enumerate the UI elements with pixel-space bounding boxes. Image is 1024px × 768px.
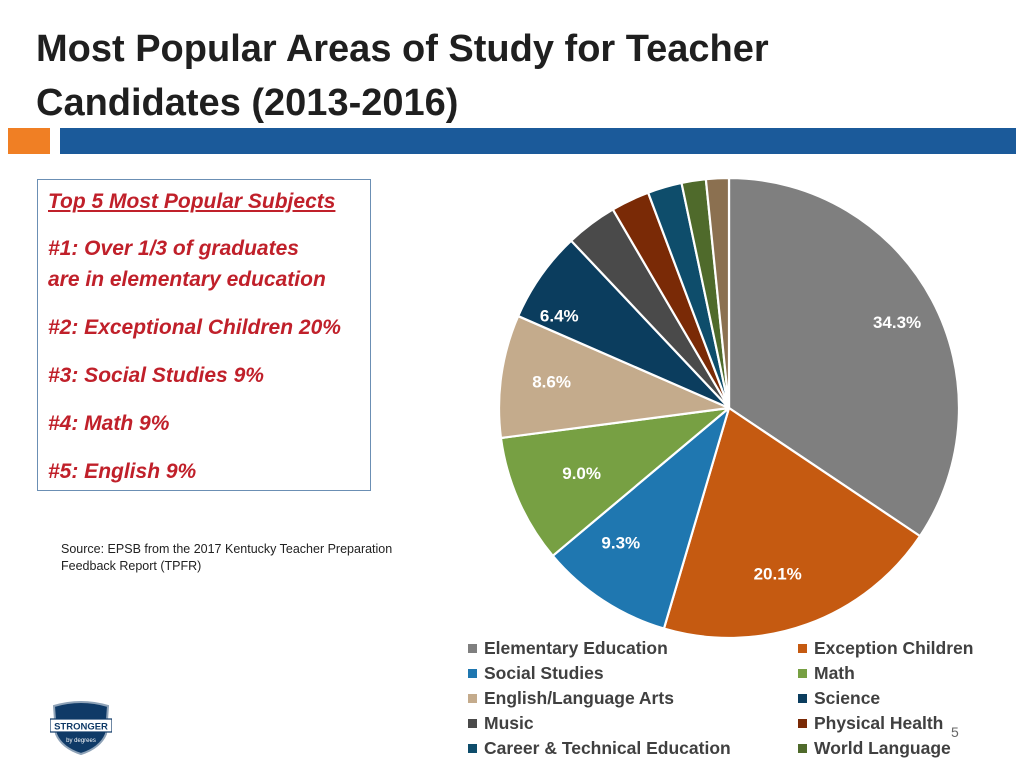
accent-bar-blue: [60, 128, 1016, 154]
pie-data-label: 9.0%: [562, 464, 601, 483]
legend-label: Elementary Education: [484, 638, 668, 658]
pie-slice-math: [499, 406, 731, 557]
legend-label: Social Studies: [484, 663, 604, 683]
legend-item: Music: [468, 711, 534, 736]
legend-item: Elementary Education: [468, 636, 668, 661]
top-subject-1-line-2: are in elementary education: [48, 268, 326, 291]
top-subject-2: #2: Exceptional Children 20%: [48, 316, 341, 339]
legend-label: Music: [484, 713, 534, 733]
top-subject-3: #3: Social Studies 9%: [48, 364, 264, 387]
legend-label: Career & Technical Education: [484, 738, 731, 758]
legend-swatch: [798, 644, 807, 653]
source-note: Source: EPSB from the 2017 Kentucky Teac…: [61, 541, 421, 575]
logo-text-by-degrees: by degrees: [66, 738, 96, 744]
slide-title-line-1: Most Popular Areas of Study for Teacher: [36, 28, 769, 70]
legend-label: Math: [814, 663, 855, 683]
top-subjects-box: Top 5 Most Popular Subjects #1: Over 1/3…: [37, 179, 371, 491]
pie-data-label: 9.3%: [601, 534, 640, 553]
top-subjects-heading: Top 5 Most Popular Subjects: [48, 190, 336, 213]
pie-data-label: 34.3%: [873, 313, 921, 332]
top-subject-4: #4: Math 9%: [48, 412, 170, 435]
legend-item: World Language: [798, 736, 951, 761]
source-line-2: Feedback Report (TPFR): [61, 559, 202, 573]
legend-item: Math: [798, 661, 855, 686]
legend-swatch: [468, 669, 477, 678]
pie-data-label: 6.4%: [540, 306, 579, 325]
top-subject-5: #5: English 9%: [48, 460, 197, 483]
logo-text-stronger: STRONGER: [54, 722, 108, 733]
legend-item: Social Studies: [468, 661, 604, 686]
legend-label: Physical Health: [814, 713, 944, 733]
pie-slice-elementary-education: [727, 176, 961, 538]
stronger-by-degrees-logo: STRONGER by degrees: [50, 701, 112, 756]
legend-swatch: [468, 694, 477, 703]
legend-item: Physical Health: [798, 711, 943, 736]
page-number: 5: [951, 724, 959, 740]
legend-label: Exception Children: [814, 638, 974, 658]
legend-swatch: [468, 644, 477, 653]
pie-slice-other-10: [704, 176, 731, 410]
legend-swatch: [798, 719, 807, 728]
pie-data-label: 8.6%: [532, 372, 571, 391]
legend-item: Science: [798, 686, 880, 711]
pie-slice-exception-children: [662, 406, 922, 640]
legend-swatch: [468, 744, 477, 753]
pie-slice-social-studies: [551, 406, 731, 630]
legend-label: World Language: [814, 738, 951, 758]
chart-legend: Elementary Education Exception Children So…: [468, 636, 1008, 764]
legend-item: English/Language Arts: [468, 686, 674, 711]
source-line-1: Source: EPSB from the 2017 Kentucky Teac…: [61, 542, 393, 556]
legend-label: Science: [814, 688, 881, 708]
slide-title: Most Popular Areas of Study for Teacher …: [36, 22, 936, 130]
legend-swatch: [798, 744, 807, 753]
legend-item: Career & Technical Education: [468, 736, 731, 761]
top-subject-1-line-1: #1: Over 1/3 of graduates: [48, 237, 299, 260]
legend-item: Exception Children: [798, 636, 973, 661]
slide-title-line-2: Candidates (2013-2016): [36, 82, 459, 124]
legend-swatch: [798, 694, 807, 703]
pie-data-label: 20.1%: [754, 564, 802, 583]
accent-bar-orange: [8, 128, 50, 154]
pie-chart: 34.3% 20.1% 9.3% 9.0% 8.6% 6.4%: [497, 176, 961, 640]
legend-swatch: [798, 669, 807, 678]
legend-label: English/Language Arts: [484, 688, 674, 708]
pie-slice-english-language-arts: [497, 314, 731, 440]
legend-swatch: [468, 719, 477, 728]
